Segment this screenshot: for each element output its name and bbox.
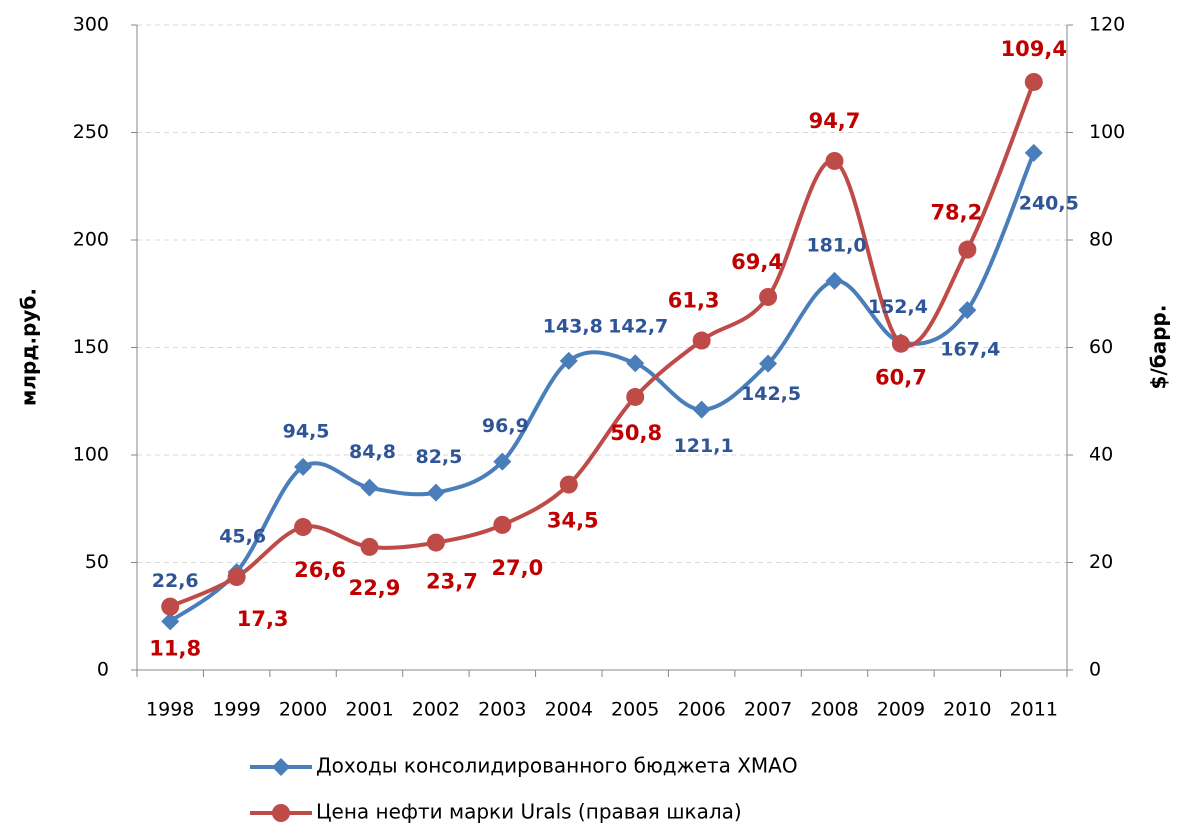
x-tick-label: 1999 — [212, 699, 260, 721]
x-tick-label: 2006 — [677, 699, 725, 721]
legend-label: Цена нефти марки Urals (правая шкала) — [316, 800, 742, 824]
y2-tick-label: 40 — [1089, 444, 1113, 466]
x-tick-label: 2002 — [412, 699, 460, 721]
marker — [272, 758, 290, 776]
marker — [692, 400, 711, 419]
data-label: 34,5 — [547, 509, 599, 533]
data-label: 22,6 — [152, 570, 199, 592]
data-label: 22,9 — [349, 576, 401, 600]
data-label: 84,8 — [349, 441, 396, 463]
marker — [559, 351, 578, 370]
marker — [161, 597, 180, 616]
data-label: 152,4 — [868, 296, 928, 318]
marker — [958, 240, 977, 259]
x-tick-label: 2005 — [611, 699, 659, 721]
data-label: 69,4 — [731, 250, 783, 274]
data-label: 82,5 — [415, 446, 462, 468]
y2-tick-label: 80 — [1089, 229, 1113, 251]
x-tick-label: 2011 — [1010, 699, 1058, 721]
data-label: 142,5 — [741, 383, 801, 405]
marker — [294, 518, 313, 537]
series-line — [169, 81, 1036, 609]
marker — [825, 151, 844, 170]
marker — [161, 612, 180, 631]
marker — [891, 334, 910, 353]
y-tick-label: 200 — [73, 229, 109, 251]
marker — [1024, 72, 1043, 91]
data-label: 240,5 — [1019, 192, 1079, 214]
data-label: 26,6 — [294, 558, 346, 582]
data-label: 17,3 — [237, 607, 289, 631]
x-tick-label: 2003 — [478, 699, 526, 721]
x-tick-label: 2009 — [877, 699, 925, 721]
data-label: 181,0 — [806, 234, 866, 256]
x-tick-label: 2001 — [345, 699, 393, 721]
y-tick-label: 300 — [73, 14, 109, 36]
marker — [759, 354, 778, 373]
y-tick-label: 100 — [73, 444, 109, 466]
y-tick-label: 250 — [73, 121, 109, 143]
marker — [493, 452, 512, 471]
x-tick-label: 2004 — [545, 699, 593, 721]
marker — [958, 301, 977, 320]
data-label: 167,4 — [940, 339, 1000, 361]
y-tick-label: 150 — [73, 336, 109, 358]
y2-tick-label: 20 — [1089, 551, 1113, 573]
data-label: 109,4 — [1001, 37, 1067, 61]
y2-tick-label: 100 — [1089, 121, 1125, 143]
x-tick-label: 2000 — [279, 699, 327, 721]
y2-axis-label: $/барр. — [1147, 305, 1171, 390]
y-tick-label: 0 — [97, 659, 109, 681]
y-tick-label: 50 — [85, 551, 109, 573]
marker — [227, 568, 246, 587]
data-label: 121,1 — [674, 435, 734, 457]
x-tick-label: 2010 — [943, 699, 991, 721]
data-label: 61,3 — [668, 289, 720, 313]
y2-tick-label: 120 — [1089, 14, 1125, 36]
data-label: 78,2 — [930, 201, 982, 225]
data-label: 60,7 — [875, 366, 927, 390]
x-tick-label: 2008 — [810, 699, 858, 721]
marker — [825, 271, 844, 290]
y-axis-label: млрд.руб. — [17, 288, 41, 406]
data-label: 45,6 — [219, 525, 266, 547]
marker — [294, 457, 313, 476]
data-label: 23,7 — [426, 570, 478, 594]
x-tick-label: 1998 — [146, 699, 194, 721]
data-label: 142,7 — [608, 316, 668, 338]
marker — [426, 533, 445, 552]
marker — [360, 478, 379, 497]
y2-tick-label: 60 — [1089, 336, 1113, 358]
legend-label: Доходы консолидированного бюджета ХМАО — [316, 754, 798, 778]
data-label: 50,8 — [610, 421, 662, 445]
x-tick-label: 2007 — [744, 699, 792, 721]
marker — [626, 354, 645, 373]
marker — [692, 331, 711, 350]
data-label: 11,8 — [149, 637, 201, 661]
marker — [559, 475, 578, 494]
marker — [1024, 143, 1043, 162]
marker — [626, 387, 645, 406]
data-label: 96,9 — [482, 415, 529, 437]
data-label: 27,0 — [491, 556, 543, 580]
data-label: 94,5 — [283, 420, 330, 442]
marker — [426, 483, 445, 502]
marker — [759, 287, 778, 306]
data-label: 94,7 — [809, 109, 861, 133]
marker — [360, 537, 379, 556]
marker — [272, 804, 290, 822]
data-label: 143,8 — [543, 315, 603, 337]
marker — [493, 515, 512, 534]
y2-tick-label: 0 — [1089, 659, 1101, 681]
